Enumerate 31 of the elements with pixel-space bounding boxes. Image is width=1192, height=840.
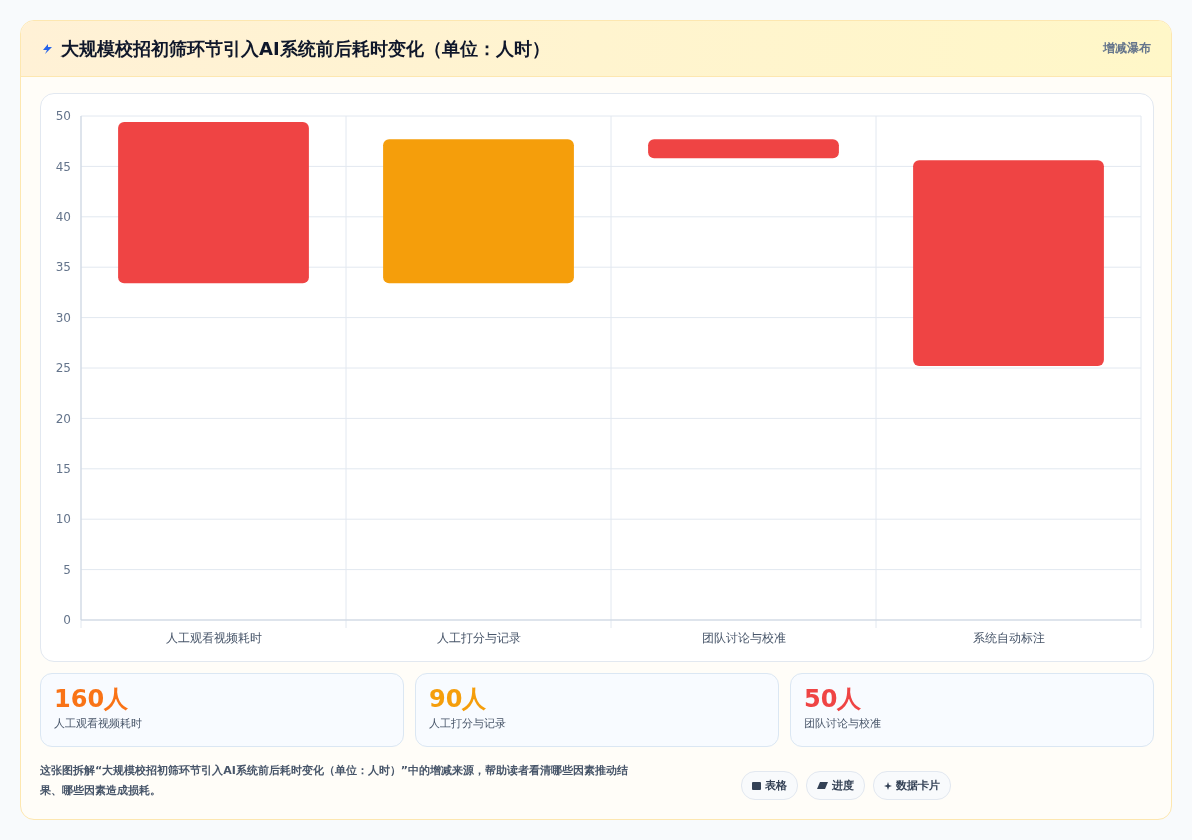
y-tick-label: 45: [55, 159, 71, 174]
bar: [648, 139, 839, 159]
y-tick-label: 40: [55, 210, 71, 224]
y-tick-label: 50: [55, 109, 71, 124]
text: 这张图拆解“大规模校招初筛环节引入AI系统前后耗时变化（单位：人时）”中的增减来源，帮助读者看清哪些因素推动结果、哪些因素造成损耗。: [40, 763, 630, 799]
bar: [913, 160, 1104, 366]
x-tick-label: 系统自动标注: [972, 631, 1045, 645]
y-tick-label: 25: [55, 361, 71, 376]
y-tick-label: 30: [55, 310, 71, 325]
text: 增减瀑布: [1103, 40, 1151, 57]
category-label: 人工打分与记录: [429, 716, 507, 731]
x-tick-label: 人工观看视频耗时: [165, 631, 262, 645]
text: 90人: [429, 685, 487, 713]
chart-title: 大规模校招初筛环节引入AI系统前后耗时变化（单位：人时）: [61, 36, 551, 61]
bar: [383, 139, 574, 284]
text: 表格: [741, 771, 798, 800]
x-tick-label: 人工打分与记录: [436, 631, 521, 645]
category-label: 人工观看视频耗时: [54, 716, 143, 731]
text: 数据卡片: [873, 771, 951, 800]
text: 进度: [806, 771, 865, 800]
y-tick-label: 10: [55, 512, 71, 527]
y-tick-label: 5: [63, 562, 71, 577]
bar: [118, 122, 309, 284]
text: 160人: [54, 685, 129, 713]
category-label: 团队讨论与校准: [804, 716, 882, 731]
y-tick-label: 0: [63, 613, 71, 628]
text: 50人: [804, 685, 862, 713]
y-tick-label: 20: [55, 411, 71, 426]
y-tick-label: 35: [55, 260, 71, 275]
x-tick-label: 团队讨论与校准: [701, 631, 786, 645]
y-tick-label: 15: [55, 462, 71, 476]
